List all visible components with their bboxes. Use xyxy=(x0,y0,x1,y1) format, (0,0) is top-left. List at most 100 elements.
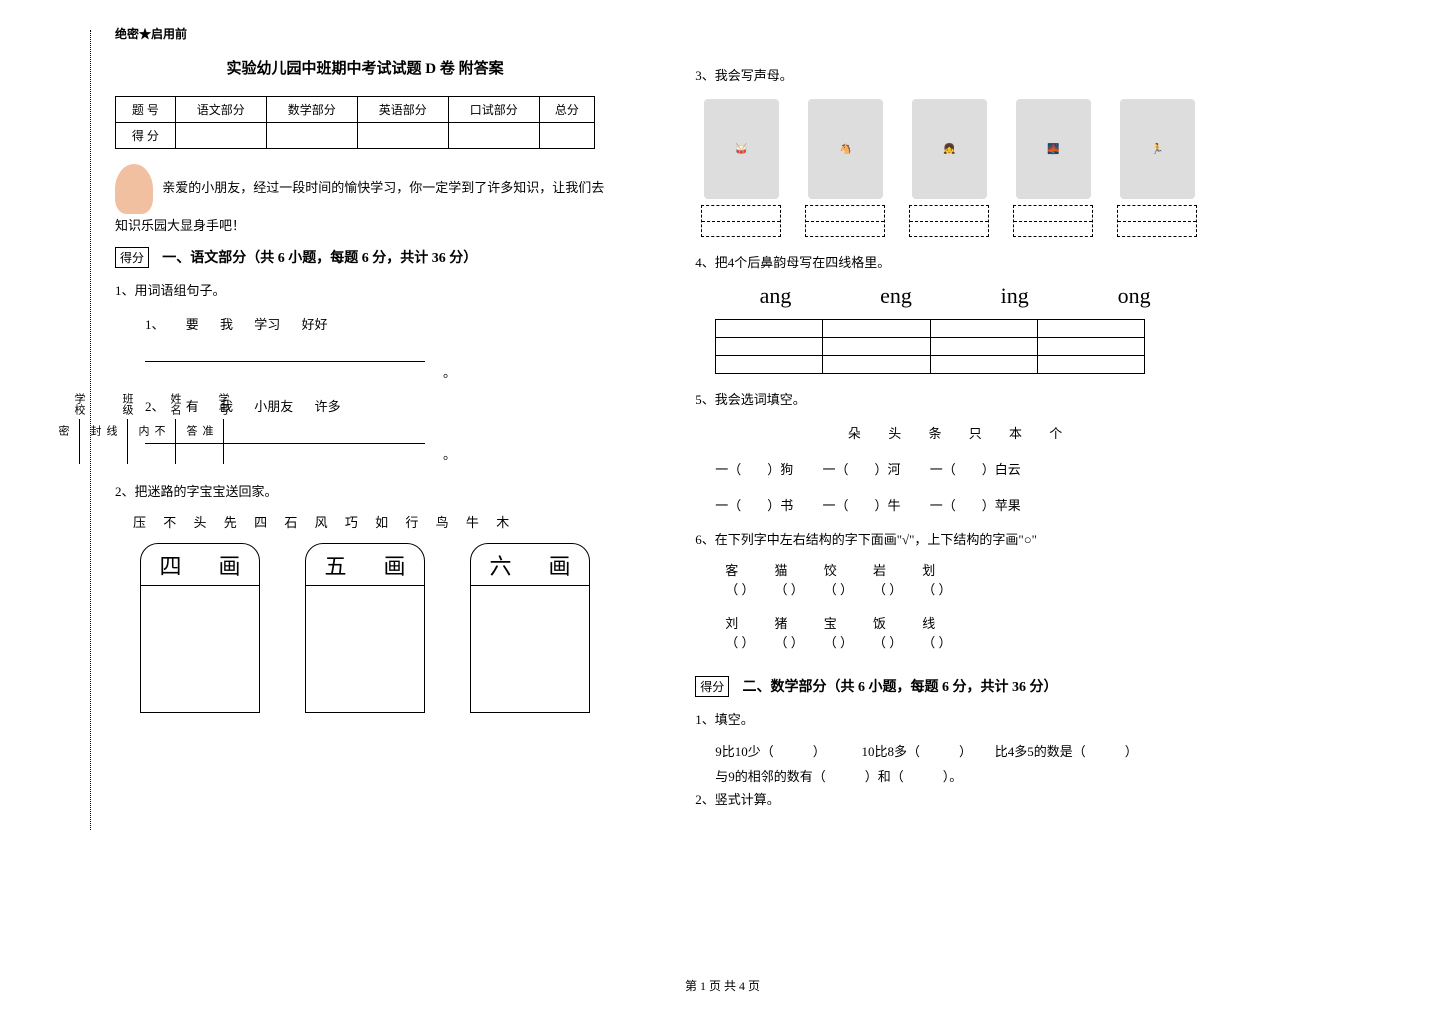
bracket[interactable]: （ ） xyxy=(774,632,820,651)
th-oral: 口试部分 xyxy=(448,97,539,123)
box-label: 画 xyxy=(218,549,240,581)
answer-box[interactable] xyxy=(805,205,885,237)
stroke-box-4[interactable]: 四 画 xyxy=(140,543,260,713)
answer-box[interactable] xyxy=(909,205,989,237)
blank-item[interactable]: 一（ ）狗 xyxy=(715,462,793,477)
q6-label: 6、在下列字中左右结构的字下面画"√"，上下结构的字画"○" xyxy=(695,529,1215,548)
char: 牛 xyxy=(466,512,479,531)
char: 猫 xyxy=(774,560,820,579)
char: 划 xyxy=(922,560,968,579)
secrecy-note: 绝密★启用前 xyxy=(115,25,615,42)
blank-item[interactable]: 一（ ）书 xyxy=(715,498,793,513)
exam-title: 实验幼儿园中班期中考试试题 D 卷 附答案 xyxy=(115,57,615,78)
blank-item[interactable]: 一（ ）白云 xyxy=(930,462,1021,477)
answer-blank[interactable] xyxy=(145,430,425,444)
fill-blank[interactable]: 与9的相邻的数有（ ）和（ ）。 xyxy=(715,769,962,784)
marker-mi: 密 xyxy=(55,425,71,436)
score-cell[interactable] xyxy=(448,123,539,149)
period: 。 xyxy=(443,365,456,380)
img-slot: 🥁 xyxy=(695,99,787,237)
horse-icon: 🐴 xyxy=(808,99,883,199)
bracket[interactable]: （ ） xyxy=(824,579,870,598)
th-total: 总分 xyxy=(539,97,594,123)
char: 先 xyxy=(224,512,237,531)
q5-line2: 一（ ）书 一（ ）牛 一（ ）苹果 xyxy=(715,493,1215,519)
answer-box[interactable] xyxy=(701,205,781,237)
opt: 朵 xyxy=(848,426,861,441)
q1-item2: 2、 有 我 小朋友 许多 。 xyxy=(145,396,615,463)
char: 如 xyxy=(375,512,388,531)
word: 学习 xyxy=(254,317,280,332)
score-badge: 得分 xyxy=(115,247,149,268)
intro-text: 亲爱的小朋友，经过一段时间的愉快学习，你一定学到了许多知识，让我们去知识乐园大显… xyxy=(115,164,615,237)
q4-label: 4、把4个后鼻韵母写在四线格里。 xyxy=(695,252,1215,271)
char: 头 xyxy=(194,512,207,531)
score-badge: 得分 xyxy=(695,676,729,697)
q6-brackets1: （ ） （ ） （ ） （ ） （ ） xyxy=(725,579,1215,598)
box-num: 四 xyxy=(159,549,181,581)
bracket[interactable]: （ ） xyxy=(922,579,968,598)
word: 有 xyxy=(186,399,199,414)
q6-row2: 刘 猪 宝 饭 线 xyxy=(725,613,1215,632)
blank-item[interactable]: 一（ ）河 xyxy=(822,462,900,477)
bracket[interactable]: （ ） xyxy=(922,632,968,651)
opt: 本 xyxy=(1009,426,1022,441)
score-cell[interactable] xyxy=(175,123,266,149)
s2-q1-label: 1、填空。 xyxy=(695,709,1215,728)
answer-box[interactable] xyxy=(1117,205,1197,237)
score-cell[interactable] xyxy=(357,123,448,149)
img-slot: 🌉 xyxy=(1007,99,1099,237)
char: 刘 xyxy=(725,613,771,632)
intro-body: 亲爱的小朋友，经过一段时间的愉快学习，你一定学到了许多知识，让我们去知识乐园大显… xyxy=(115,180,604,233)
q4-ong: ong xyxy=(1118,283,1151,309)
q3-images: 🥁 🐴 👧 🌉 🏃 xyxy=(695,99,1215,237)
bracket[interactable]: （ ） xyxy=(725,632,771,651)
q5-options: 朵 头 条 只 本 个 xyxy=(695,423,1215,442)
opt: 个 xyxy=(1049,426,1062,441)
opt: 只 xyxy=(969,426,982,441)
answer-box[interactable] xyxy=(1013,205,1093,237)
img-slot: 🏃 xyxy=(1111,99,1203,237)
th-chinese: 语文部分 xyxy=(175,97,266,123)
q4-ing: ing xyxy=(1001,283,1029,309)
boy-icon: 🏃 xyxy=(1120,99,1195,199)
q4-eng: eng xyxy=(880,283,912,309)
char: 木 xyxy=(496,512,509,531)
char: 线 xyxy=(922,613,968,632)
bridge-icon: 🌉 xyxy=(1016,99,1091,199)
fill-blank[interactable]: 比4多5的数是（ ） xyxy=(995,744,1138,759)
blank-item[interactable]: 一（ ）苹果 xyxy=(930,498,1021,513)
score-cell[interactable] xyxy=(539,123,594,149)
fill-blank[interactable]: 10比8多（ ） xyxy=(861,744,965,759)
bracket[interactable]: （ ） xyxy=(824,632,870,651)
bracket[interactable]: （ ） xyxy=(725,579,771,598)
q1-1-num: 1、 xyxy=(145,317,165,332)
bracket[interactable]: （ ） xyxy=(873,579,919,598)
char: 宝 xyxy=(824,613,870,632)
char: 客 xyxy=(725,560,771,579)
stroke-box-6[interactable]: 六 画 xyxy=(470,543,590,713)
section2-header: 得分 二、数学部分（共 6 小题，每题 6 分，共计 36 分） xyxy=(695,676,1215,697)
box-num: 六 xyxy=(489,549,511,581)
char: 饭 xyxy=(873,613,919,632)
word: 我 xyxy=(220,317,233,332)
word: 要 xyxy=(186,317,199,332)
q6-brackets2: （ ） （ ） （ ） （ ） （ ） xyxy=(725,632,1215,651)
s2-q2-label: 2、竖式计算。 xyxy=(695,789,1215,808)
bracket[interactable]: （ ） xyxy=(873,632,919,651)
fill-blank[interactable]: 9比10少（ ） xyxy=(715,744,819,759)
q1-label: 1、用词语组句子。 xyxy=(115,280,615,299)
th-math: 数学部分 xyxy=(266,97,357,123)
char: 四 xyxy=(254,512,267,531)
page-content: 绝密★启用前 实验幼儿园中班期中考试试题 D 卷 附答案 题 号 语文部分 数学… xyxy=(115,25,1215,820)
answer-blank[interactable] xyxy=(145,348,425,362)
score-table: 题 号 语文部分 数学部分 英语部分 口试部分 总分 得 分 xyxy=(115,96,595,149)
q4-header: ang eng ing ong xyxy=(715,283,1195,309)
blank-item[interactable]: 一（ ）牛 xyxy=(822,498,900,513)
bracket[interactable]: （ ） xyxy=(774,579,820,598)
score-cell[interactable] xyxy=(266,123,357,149)
stroke-box-5[interactable]: 五 画 xyxy=(305,543,425,713)
four-line-grid[interactable] xyxy=(715,319,1145,374)
binding-dotted-line xyxy=(90,30,91,830)
box-label: 画 xyxy=(383,549,405,581)
